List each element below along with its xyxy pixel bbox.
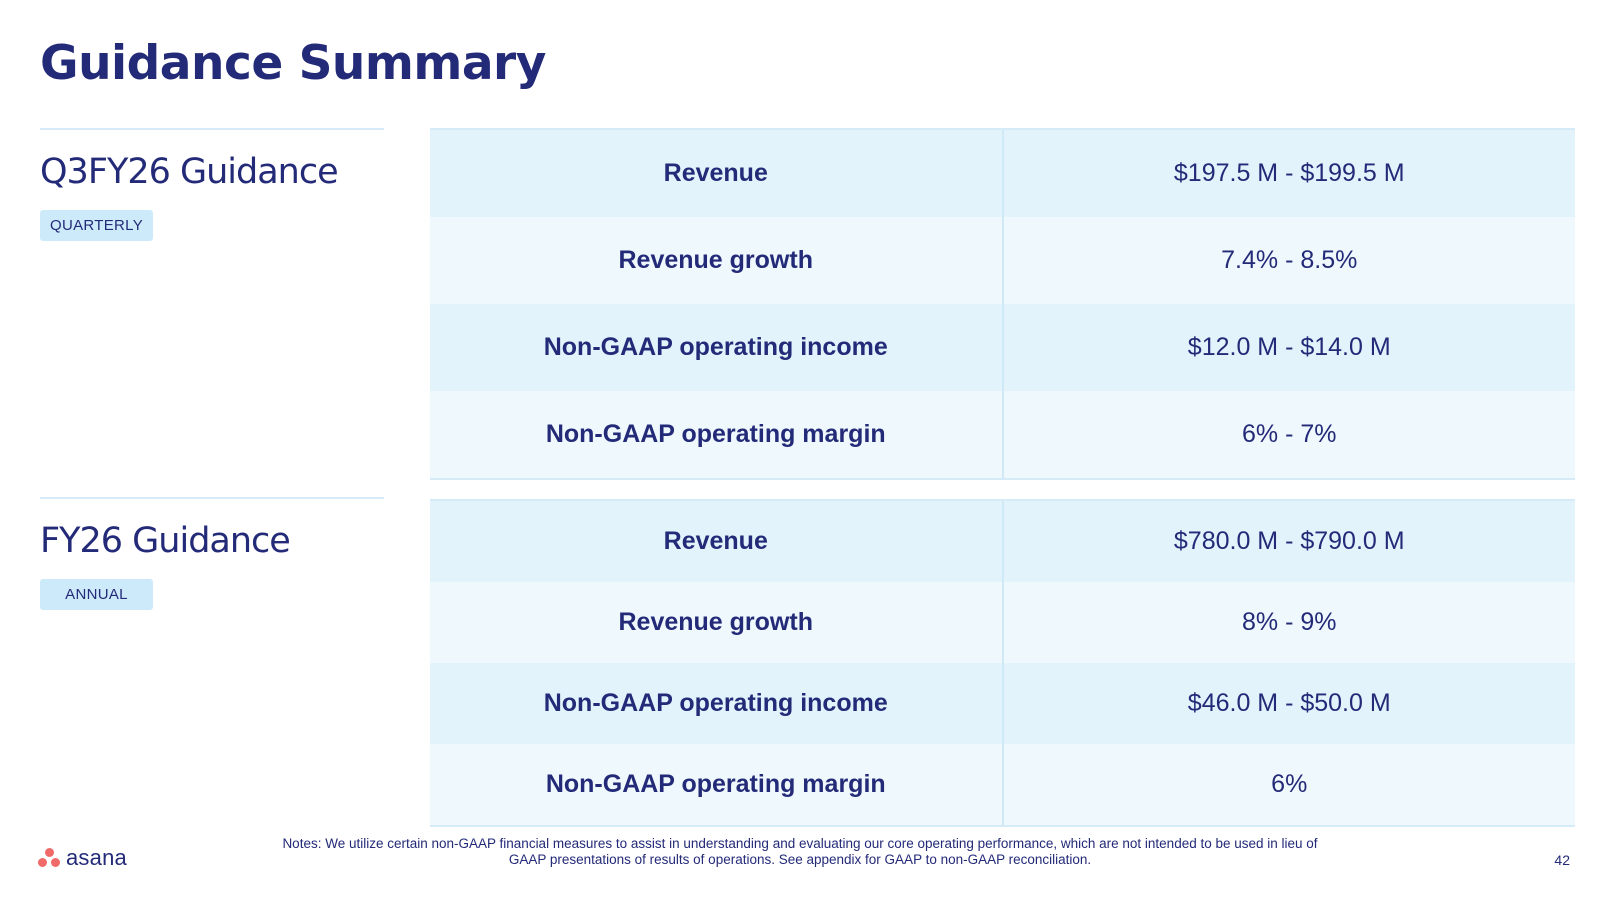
table-row: Non-GAAP operating income $46.0 M - $50.…	[430, 663, 1575, 744]
page-title: Guidance Summary	[40, 36, 546, 91]
row-label: Revenue	[430, 130, 1004, 217]
asana-logo: asana	[38, 845, 127, 871]
footnotes: Notes: We utilize certain non-GAAP finan…	[240, 836, 1360, 868]
row-value: 8% - 9%	[1242, 608, 1337, 636]
row-label: Revenue	[430, 501, 1004, 582]
notes-line: GAAP presentations of results of operati…	[508, 852, 1092, 867]
logo-text: asana	[66, 845, 127, 870]
row-value: 7.4% - 8.5%	[1221, 246, 1358, 274]
table-row: Revenue growth 7.4% - 8.5%	[430, 217, 1575, 304]
fy26-guidance-table: Revenue $780.0 M - $790.0 M Revenue grow…	[430, 499, 1575, 827]
table-row: Non-GAAP operating income $12.0 M - $14.…	[430, 304, 1575, 391]
quarterly-badge: QUARTERLY	[40, 210, 154, 241]
row-label: Revenue growth	[430, 217, 1004, 304]
row-value: $46.0 M - $50.0 M	[1187, 689, 1391, 717]
table-row: Revenue $197.5 M - $199.5 M	[430, 130, 1575, 217]
row-value: $12.0 M - $14.0 M	[1187, 333, 1391, 361]
annual-badge: ANNUAL	[40, 579, 153, 610]
q3fy26-guidance-table: Revenue $197.5 M - $199.5 M Revenue grow…	[430, 128, 1575, 480]
table-row: Non-GAAP operating margin 6% - 7%	[430, 391, 1575, 478]
table-row: Non-GAAP operating margin 6%	[430, 744, 1575, 825]
row-value: 6% - 7%	[1242, 420, 1337, 448]
row-label: Non-GAAP operating margin	[430, 744, 1004, 825]
row-label: Revenue growth	[430, 582, 1004, 663]
row-label: Non-GAAP operating income	[430, 663, 1004, 744]
table-row: Revenue $780.0 M - $790.0 M	[430, 501, 1575, 582]
fy26-section-header: FY26 Guidance ANNUAL	[40, 497, 384, 610]
q3fy26-section-header: Q3FY26 Guidance QUARTERLY	[40, 128, 384, 241]
page-number: 42	[1554, 852, 1570, 868]
row-value: $780.0 M - $790.0 M	[1173, 527, 1405, 555]
notes-line: Notes: We utilize certain non-GAAP finan…	[282, 836, 1318, 851]
section-title: FY26 Guidance	[40, 521, 291, 561]
row-value: 6%	[1271, 770, 1308, 798]
row-label: Non-GAAP operating margin	[430, 391, 1004, 478]
table-row: Revenue growth 8% - 9%	[430, 582, 1575, 663]
section-title: Q3FY26 Guidance	[40, 152, 339, 192]
row-value: $197.5 M - $199.5 M	[1173, 159, 1405, 187]
asana-dots-icon	[38, 848, 60, 868]
row-label: Non-GAAP operating income	[430, 304, 1004, 391]
